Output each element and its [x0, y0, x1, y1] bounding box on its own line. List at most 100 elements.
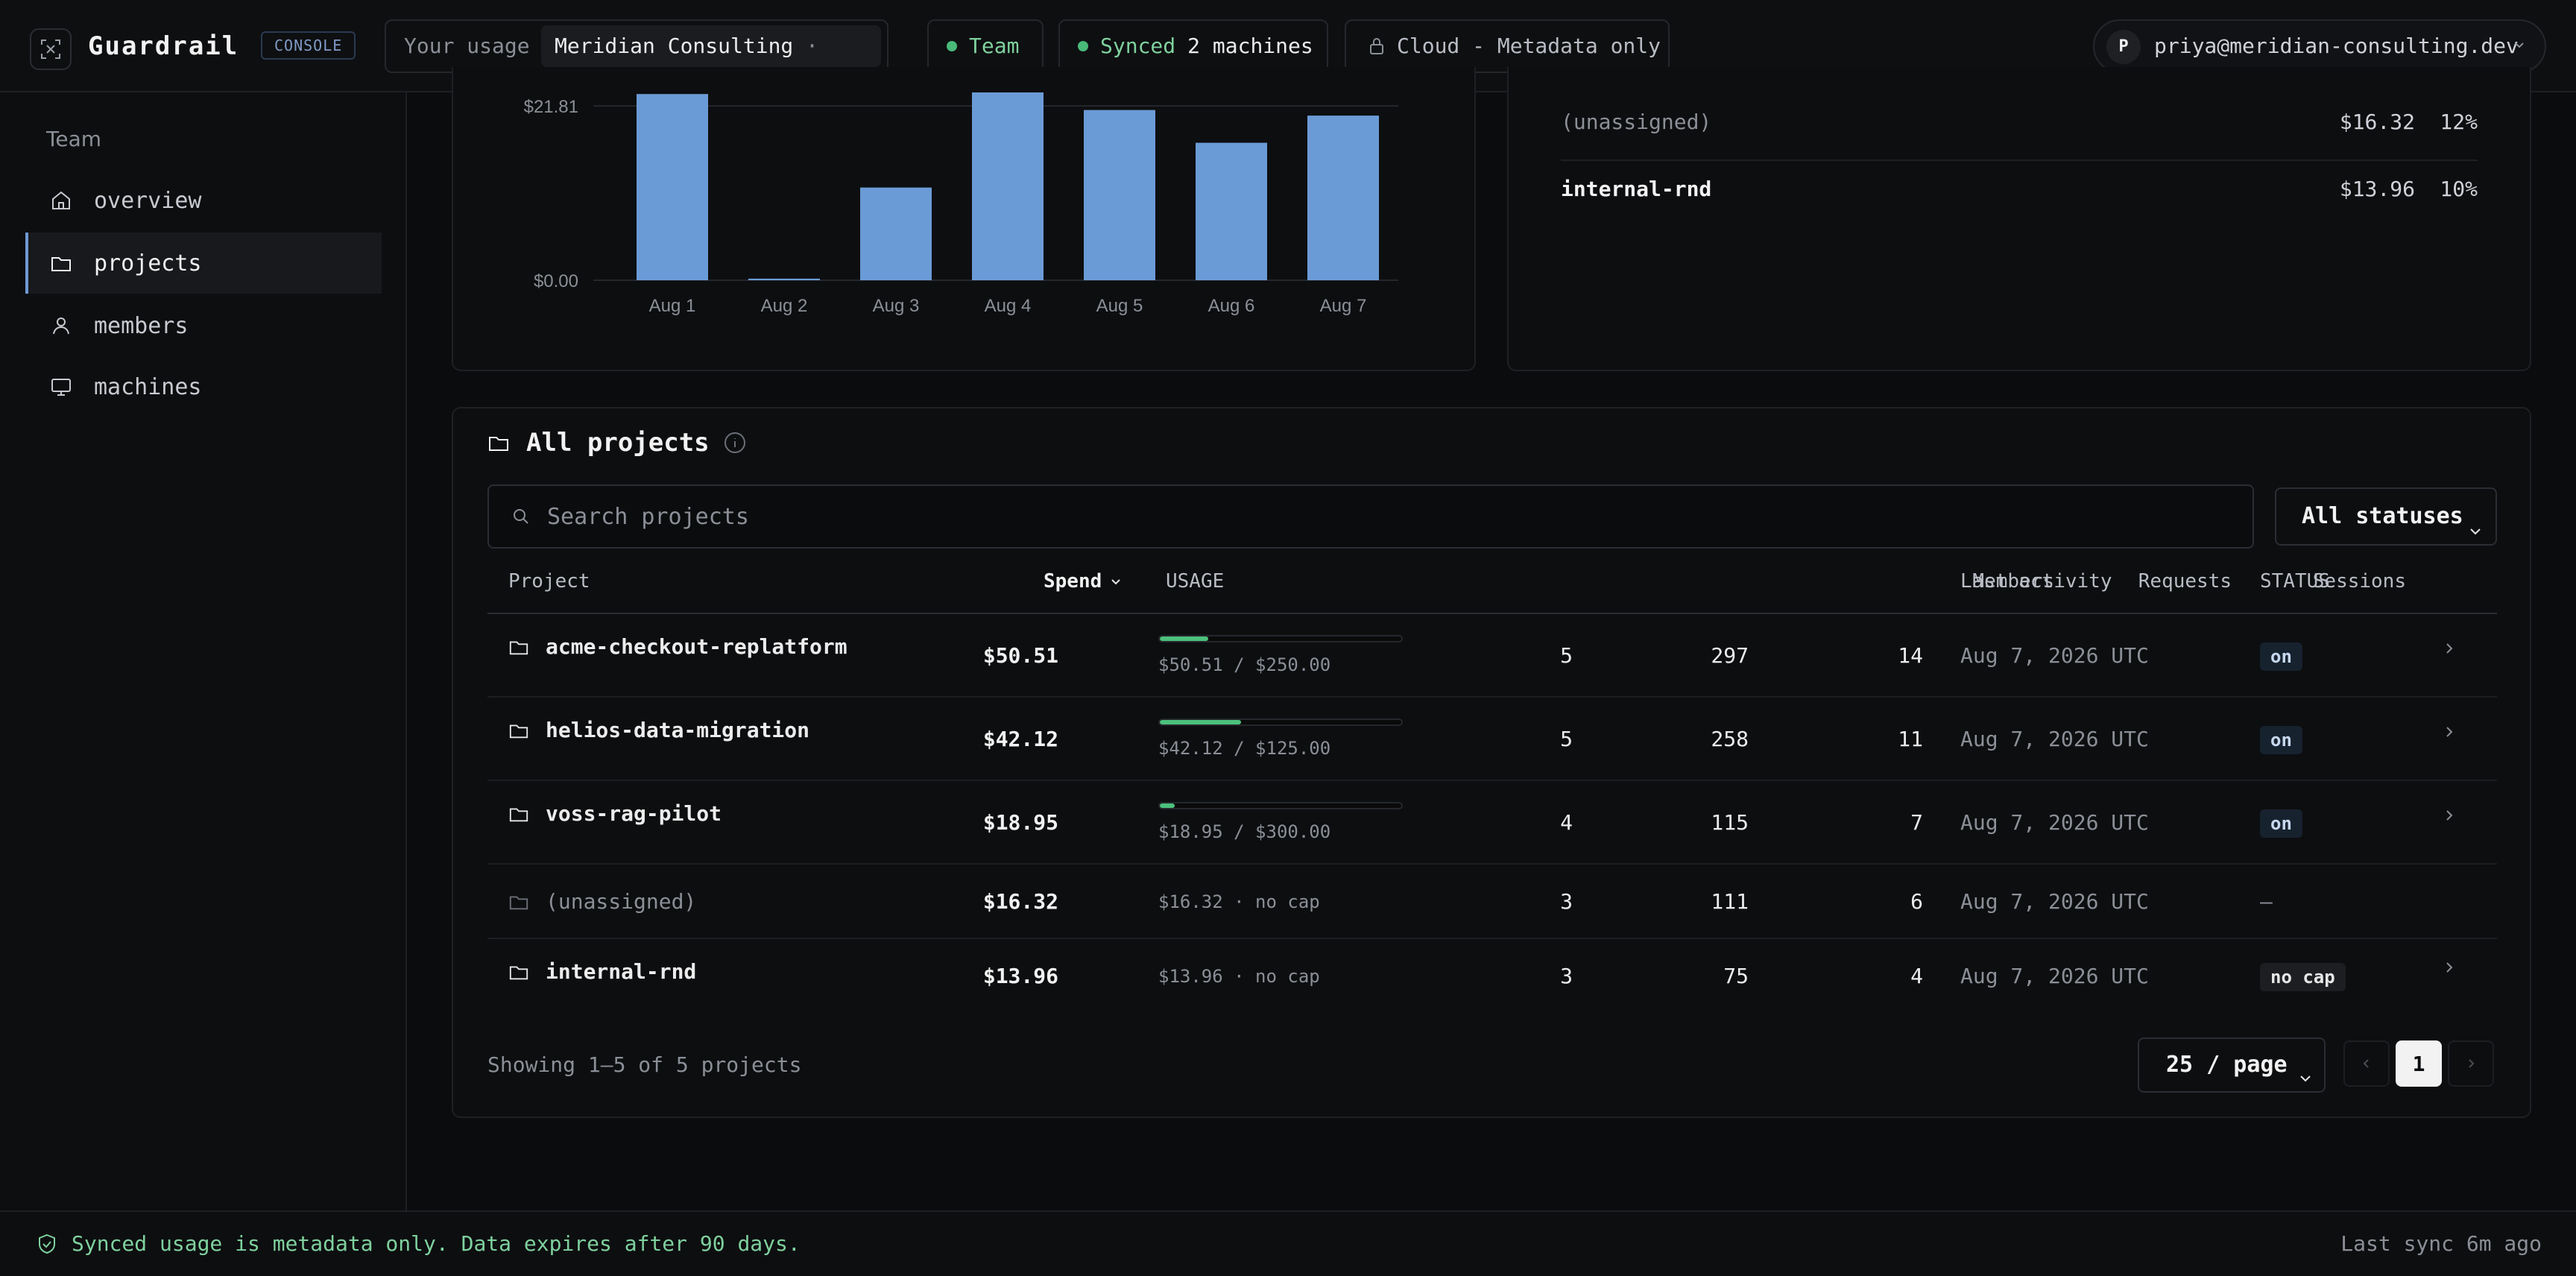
distribution-row: (unassigned) $16.32 12%	[1561, 94, 2478, 161]
sidebar: Team overview projects members machines	[0, 92, 407, 1210]
home-icon	[48, 187, 75, 214]
spend-value: $50.51	[982, 643, 1058, 668]
bar[interactable]	[748, 278, 820, 280]
next-page-button[interactable]	[2448, 1040, 2494, 1087]
column-header-last-activity[interactable]: Last activity	[1960, 570, 2112, 593]
bar[interactable]	[1084, 110, 1155, 280]
sidebar-item-label: machines	[94, 373, 202, 400]
table-row[interactable]: acme-checkout-replatform $50.51 $50.51 /…	[487, 614, 2497, 698]
last-activity: Aug 7, 2026 UTC	[1960, 964, 2149, 988]
sidebar-item-projects[interactable]: projects	[25, 233, 382, 294]
cloud-mode-chip[interactable]: Cloud - Metadata only	[1345, 19, 1670, 73]
folder-icon	[48, 250, 75, 277]
project-name: (unassigned)	[546, 889, 697, 914]
status-filter-select[interactable]: All statuses	[2275, 487, 2497, 546]
logo-icon[interactable]	[30, 28, 72, 70]
members-count: 3	[1560, 964, 1573, 988]
column-header-requests[interactable]: Requests	[2138, 570, 2232, 593]
status-badge: on	[2260, 642, 2302, 671]
x-tick-label: Aug 3	[873, 296, 920, 316]
chevron-right-icon[interactable]	[2442, 641, 2457, 659]
column-header-sessions[interactable]: Sessions	[2312, 570, 2406, 593]
distribution-row: internal-rnd $13.96 10%	[1561, 161, 2478, 228]
org-selector[interactable]: Meridian Consulting · Admin	[541, 25, 881, 100]
status-filter-value: All statuses	[2302, 503, 2463, 529]
usage-switcher[interactable]: Your usage Meridian Consulting · Admin	[385, 19, 888, 100]
column-header-project[interactable]: Project	[508, 570, 590, 593]
folder-icon	[508, 637, 529, 657]
usage-text: $50.51 / $250.00	[1158, 654, 1331, 675]
sidebar-item-label: members	[94, 312, 189, 339]
table-row: (unassigned) $16.32 $16.32 · no cap 3 11…	[487, 865, 2497, 939]
x-tick-label: Aug 7	[1320, 296, 1367, 316]
distribution-name: (unassigned)	[1561, 110, 1712, 134]
folder-icon	[508, 961, 529, 982]
distribution-amount: $13.96	[2339, 177, 2415, 201]
members-count: 4	[1560, 810, 1573, 835]
requests-count: 111	[1711, 889, 1749, 914]
sessions-count: 4	[1910, 964, 1923, 988]
avatar: P	[2106, 30, 2141, 64]
requests-count: 75	[1723, 964, 1749, 988]
folder-icon	[508, 891, 529, 912]
bar[interactable]	[1307, 116, 1379, 280]
column-header-usage: USAGE	[1166, 570, 1225, 593]
project-name-cell: (unassigned)	[508, 887, 696, 917]
x-tick-label: Aug 5	[1096, 296, 1143, 316]
chevron-down-icon	[2296, 1055, 2315, 1108]
usage-bar-fill	[1160, 720, 1242, 724]
project-name-cell: internal-rnd	[508, 957, 696, 987]
column-header-members[interactable]: Members	[1972, 570, 2054, 593]
table-row[interactable]: internal-rnd $13.96 $13.96 · no cap 3 75…	[487, 939, 2497, 1017]
user-email: priya@meridian-consulting.dev	[2154, 34, 2519, 58]
last-activity: Aug 7, 2026 UTC	[1960, 810, 2149, 835]
table-row[interactable]: helios-data-migration $42.12 $42.12 / $1…	[487, 698, 2497, 781]
x-tick-label: Aug 1	[649, 296, 696, 316]
usage-label: Your usage	[404, 34, 530, 58]
usage-text: $13.96 · no cap	[1158, 966, 1320, 987]
user-menu[interactable]: P priya@meridian-consulting.dev	[2093, 19, 2546, 73]
bar[interactable]	[860, 187, 932, 280]
usage-text: $42.12 / $125.00	[1158, 738, 1331, 759]
cloud-mode-label: Cloud - Metadata only	[1397, 34, 1661, 58]
chevron-right-icon[interactable]	[2442, 724, 2457, 742]
sidebar-item-machines[interactable]: machines	[25, 356, 382, 417]
column-header-spend[interactable]: Spend	[1044, 566, 1123, 596]
status-empty: —	[2260, 889, 2273, 914]
status-dot-icon	[1078, 41, 1088, 51]
project-name-cell: voss-rag-pilot	[508, 799, 722, 829]
search-field[interactable]	[487, 484, 2254, 549]
daily-spend-chart: $21.81 $0.00 Aug 1 Aug 2 Aug 3 Aug 4 Aug 5 Aug …	[524, 92, 1398, 316]
section-title: All projects	[487, 420, 747, 465]
per-page-select[interactable]: 25 / page	[2138, 1037, 2326, 1093]
sync-chip[interactable]: Synced 2 machines	[1058, 19, 1328, 73]
prev-page-button[interactable]	[2343, 1040, 2390, 1087]
sidebar-item-overview[interactable]: overview	[25, 170, 382, 231]
team-chip-label: Team	[969, 34, 1020, 58]
usage-text: $18.95 / $300.00	[1158, 821, 1331, 842]
sidebar-item-members[interactable]: members	[25, 295, 382, 356]
team-chip[interactable]: Team	[927, 19, 1044, 73]
spend-value: $18.95	[982, 810, 1058, 835]
chevron-right-icon[interactable]	[2442, 808, 2457, 826]
folder-icon	[487, 432, 510, 454]
sessions-count: 14	[1898, 643, 1923, 668]
distribution-name: internal-rnd	[1561, 177, 1712, 201]
bar[interactable]	[1196, 142, 1267, 280]
spend-value: $13.96	[982, 964, 1058, 988]
chevron-right-icon[interactable]	[2442, 960, 2457, 978]
last-activity: Aug 7, 2026 UTC	[1960, 727, 2149, 751]
bar[interactable]	[972, 92, 1044, 280]
page-button-current[interactable]: 1	[2396, 1040, 2442, 1087]
search-input[interactable]	[547, 503, 2187, 530]
bar[interactable]	[637, 94, 708, 280]
requests-count: 258	[1711, 727, 1749, 751]
info-icon[interactable]	[723, 431, 747, 455]
showing-count: Showing 1–5 of 5 projects	[487, 1052, 802, 1077]
column-header-spend-label: Spend	[1044, 570, 1102, 593]
status-message-text: Synced usage is metadata only. Data expi…	[72, 1231, 801, 1256]
status-dot-icon	[947, 41, 957, 51]
project-name: internal-rnd	[546, 959, 697, 984]
table-row[interactable]: voss-rag-pilot $18.95 $18.95 / $300.00 4…	[487, 781, 2497, 865]
